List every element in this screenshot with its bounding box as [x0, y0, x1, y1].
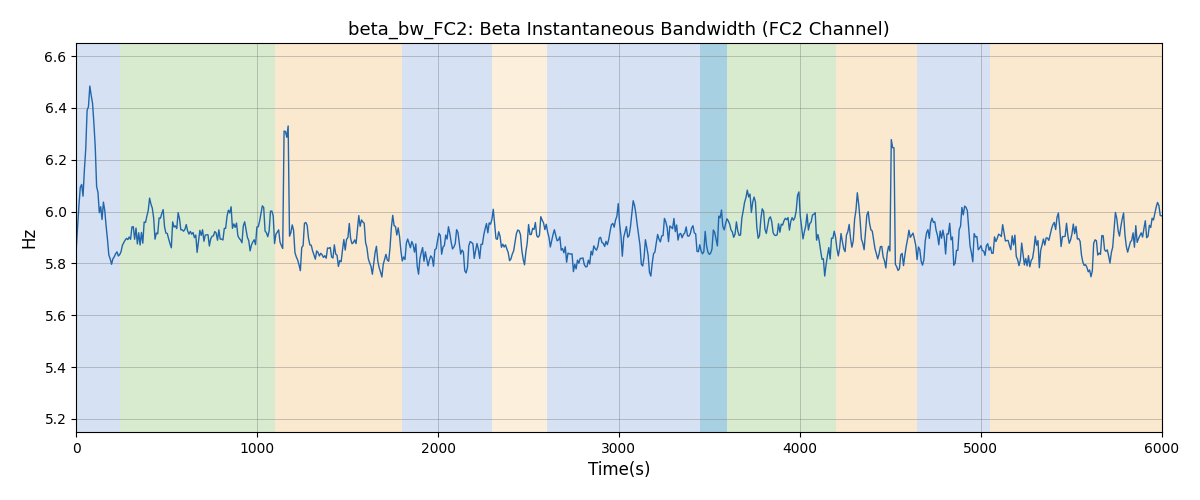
Bar	[120, 43, 275, 432]
Bar	[727, 43, 836, 432]
Bar	[546, 43, 701, 432]
Bar	[836, 43, 917, 432]
Bar	[275, 43, 402, 432]
Bar	[990, 43, 1162, 432]
Bar	[701, 43, 727, 432]
Bar	[917, 43, 990, 432]
Title: beta_bw_FC2: Beta Instantaneous Bandwidth (FC2 Channel): beta_bw_FC2: Beta Instantaneous Bandwidt…	[348, 21, 889, 39]
Y-axis label: Hz: Hz	[20, 227, 38, 248]
X-axis label: Time(s): Time(s)	[588, 461, 650, 479]
Bar	[492, 43, 546, 432]
Bar	[77, 43, 120, 432]
Bar	[402, 43, 492, 432]
